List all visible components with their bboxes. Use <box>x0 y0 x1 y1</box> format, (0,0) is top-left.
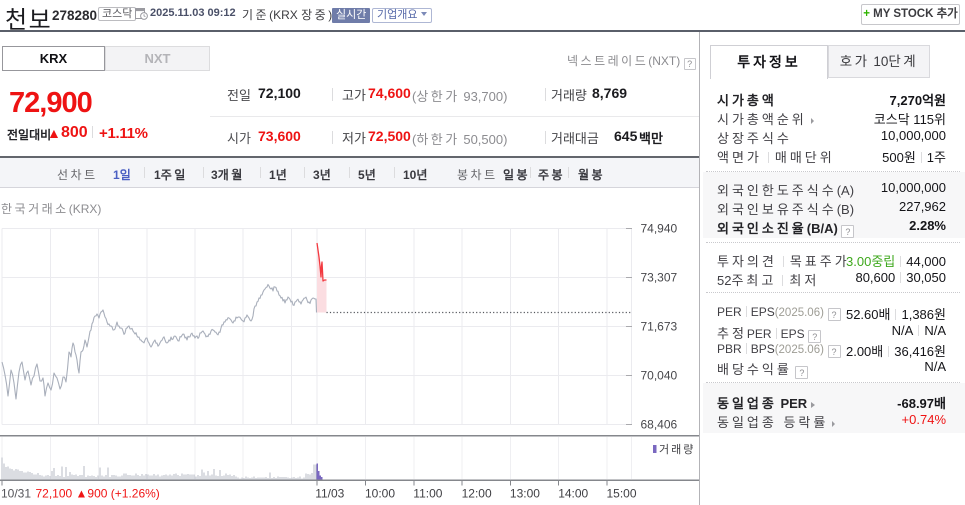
svg-text:10:00: 10:00 <box>365 487 395 501</box>
svg-text:68,406: 68,406 <box>641 418 678 432</box>
svg-text:거래량: 거래량 <box>659 443 695 456</box>
svg-text:10/31: 10/31 <box>1 487 31 501</box>
svg-text:74,940: 74,940 <box>641 222 678 236</box>
svg-text:73,307: 73,307 <box>641 271 678 285</box>
svg-text:12:00: 12:00 <box>462 487 492 501</box>
svg-text:70,040: 70,040 <box>641 369 678 383</box>
svg-text:71,673: 71,673 <box>641 320 678 334</box>
svg-text:11/03: 11/03 <box>315 487 344 501</box>
svg-text:11:00: 11:00 <box>413 487 442 501</box>
svg-text:72,100 ▲900 (+1.26%): 72,100 ▲900 (+1.26%) <box>36 487 160 501</box>
svg-text:13:00: 13:00 <box>510 487 540 501</box>
svg-text:15:00: 15:00 <box>607 487 637 501</box>
svg-text:14:00: 14:00 <box>558 487 588 501</box>
